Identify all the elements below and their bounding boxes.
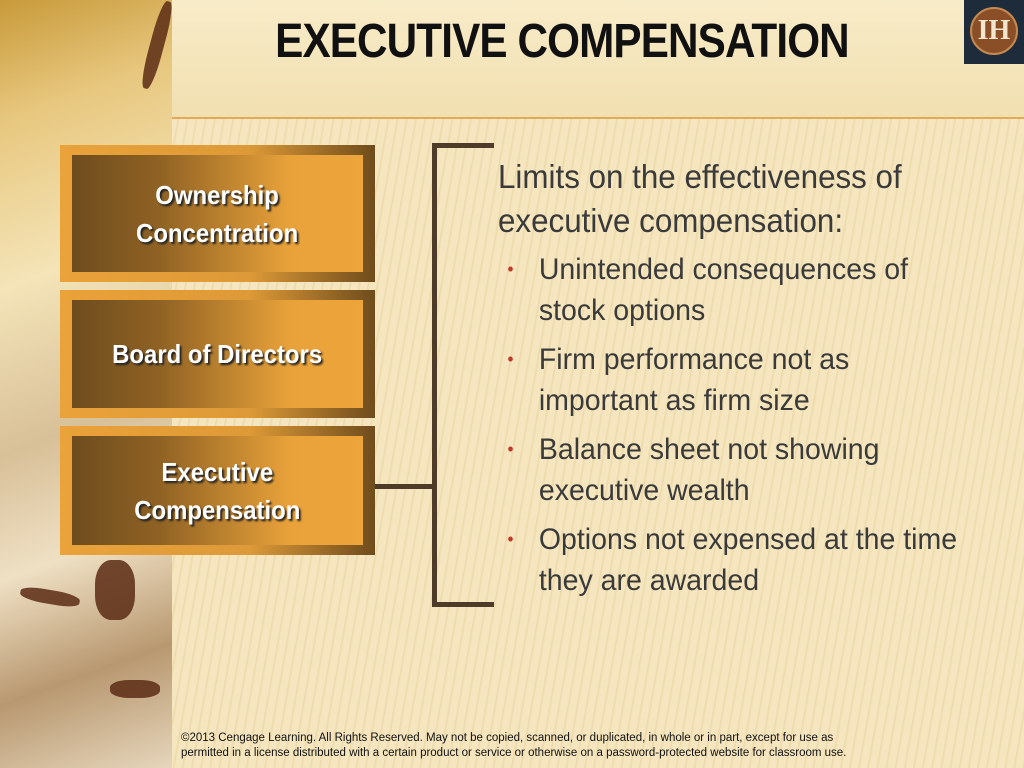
bullet-text: Balance sheet not showing executive weal… [538,433,880,507]
bullet-icon: • [507,529,514,549]
bullet-list: • Unintended consequences of stock option… [498,249,998,601]
list-item: • Unintended consequences of stock option… [498,249,973,331]
copyright-footer: ©2013 Cengage Learning. All Rights Reser… [181,731,846,761]
bracket-top [432,143,494,148]
box-board-of-directors: Board of Directors [60,290,375,418]
bullet-icon: • [507,439,514,459]
box-label: Ownership Concentration [136,179,299,248]
bullet-text: Unintended consequences of stock options [538,253,909,327]
box-ownership-concentration: Ownership Concentration [60,145,375,282]
logo-seal: IH [970,7,1018,55]
bullet-icon: • [507,349,514,369]
bracket [432,143,437,607]
box-executive-compensation: Executive Compensation [60,426,375,555]
bullet-text: Options not expensed at the time they ar… [538,523,958,597]
list-item: • Balance sheet not showing executive wea… [498,429,973,511]
bracket-bottom [432,602,494,607]
footer-line: permitted in a license distributed with … [181,747,847,759]
box-label: Board of Directors [112,339,323,369]
box-label: Executive Compensation [134,456,301,525]
bullet-icon: • [507,259,514,279]
header-band [172,0,1024,118]
slide-title: EXECUTIVE COMPENSATION [275,15,850,68]
bullet-text: Firm performance not as important as fir… [538,343,850,417]
footer-line: ©2013 Cengage Learning. All Rights Reser… [181,732,834,744]
list-item: • Options not expensed at the time they a… [498,519,973,601]
publisher-logo: IH [964,0,1024,64]
lead-text: Limits on the effectiveness of executive… [498,158,902,239]
content-area: Limits on the effectiveness of executive… [498,155,998,609]
header-divider [172,117,1024,119]
connector-line [375,484,435,489]
list-item: • Firm performance not as important as fi… [498,339,973,421]
